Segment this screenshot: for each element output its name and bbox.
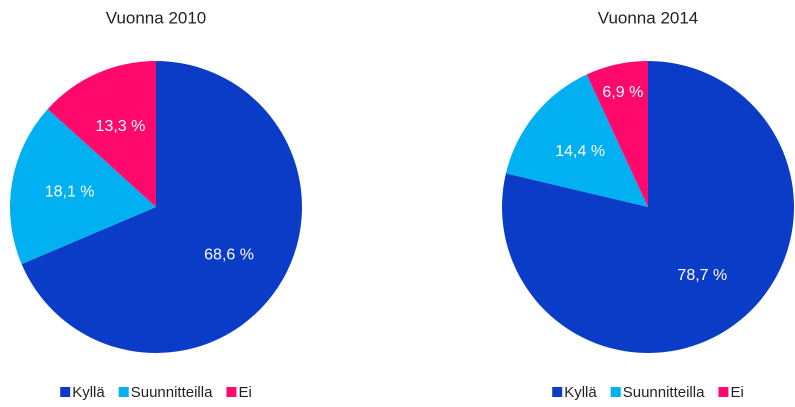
data-label: 14,4 % (555, 143, 605, 160)
data-label: 18,1 % (45, 184, 95, 201)
pie-slice (21, 61, 303, 353)
legend-swatch (610, 387, 621, 397)
legend: Kyllä Suunnitteilla Ei (552, 384, 744, 401)
legend-label: Ei (730, 384, 743, 401)
legend-swatch (552, 387, 563, 397)
pie-slice (47, 61, 156, 207)
legend-swatch (718, 387, 729, 397)
legend-label: Kyllä (72, 384, 105, 401)
chart-title: Vuonna 2010 (106, 8, 207, 27)
data-label: 13,3 % (96, 118, 146, 135)
legend-swatch (226, 387, 237, 397)
pie-slice (586, 61, 648, 207)
data-label: 78,7 % (677, 267, 727, 284)
data-label: 68,6 % (204, 247, 254, 264)
legend-swatch (60, 387, 71, 397)
data-label: 6,9 % (602, 84, 643, 101)
legend-swatch (118, 387, 129, 397)
legend-label: Suunnitteilla (131, 384, 213, 401)
legend: Kyllä Suunnitteilla Ei (60, 384, 252, 401)
pie-slice (505, 74, 648, 208)
legend-label: Suunnitteilla (623, 384, 705, 401)
chart-title: Vuonna 2014 (598, 8, 699, 27)
legend-label: Ei (238, 384, 251, 401)
pie-slice (9, 109, 156, 265)
legend-label: Kyllä (564, 384, 597, 401)
